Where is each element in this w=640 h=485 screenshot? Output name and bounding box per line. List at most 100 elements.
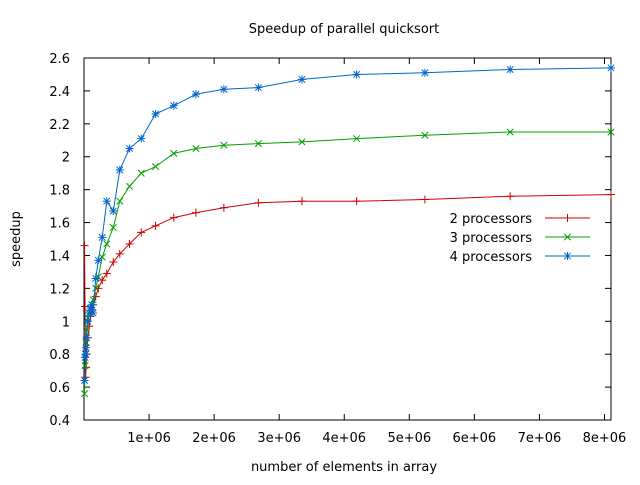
data-point-stroke <box>82 350 90 358</box>
data-point-stroke <box>84 317 92 325</box>
data-point <box>81 350 90 359</box>
data-point <box>506 65 515 74</box>
data-point-stroke <box>421 69 429 77</box>
x-axis-ticks: 1e+06 2e+06 3e+06 4e+06 5e+06 6e+06 7e+06 8e+06 <box>127 58 626 446</box>
plot-area-frame <box>83 57 612 421</box>
y-tick-label: 1 <box>62 315 70 330</box>
data-point <box>116 197 124 205</box>
x-tick-label: 3e+06 <box>257 431 301 446</box>
data-point <box>98 233 107 242</box>
x-tick-label: 5e+06 <box>387 431 431 446</box>
data-point <box>109 223 117 232</box>
data-point-stroke <box>192 90 200 98</box>
data-point <box>137 228 146 237</box>
data-point-stroke <box>353 70 361 79</box>
data-point <box>82 343 91 352</box>
data-point <box>352 70 361 79</box>
data-point <box>298 138 306 146</box>
data-point-stroke <box>506 65 514 74</box>
data-point <box>254 83 263 92</box>
data-point <box>125 239 134 248</box>
data-point-stroke <box>506 128 514 136</box>
data-point-stroke <box>103 197 111 205</box>
data-point <box>220 141 228 149</box>
data-point <box>607 63 615 72</box>
data-point-stroke <box>607 128 615 136</box>
data-point <box>83 317 92 326</box>
data-point-stroke <box>83 325 91 334</box>
data-point <box>506 128 514 136</box>
y-tick-label: 0.8 <box>49 348 70 363</box>
data-point-stroke <box>82 344 90 352</box>
legend-label: 2 processors <box>450 212 533 227</box>
data-point <box>170 149 178 157</box>
data-point <box>94 256 103 265</box>
y-tick-label: 1.8 <box>49 184 70 199</box>
data-point <box>607 190 615 199</box>
data-point <box>92 284 100 292</box>
data-point <box>125 144 134 153</box>
data-point <box>192 144 200 153</box>
data-point-stroke <box>109 207 117 215</box>
data-point-stroke <box>353 135 361 143</box>
data-point-stroke <box>80 376 89 385</box>
data-point <box>151 221 160 230</box>
data-point <box>254 140 262 148</box>
x-tick-label: 7e+06 <box>518 431 562 446</box>
x-tick-label: 1e+06 <box>127 431 171 446</box>
data-point <box>352 197 361 206</box>
data-point <box>115 165 124 174</box>
x-axis-label: number of elements in array <box>251 460 437 475</box>
data-point-stroke <box>92 284 100 292</box>
x-tick-label: 2e+06 <box>192 431 236 446</box>
data-point <box>607 128 615 136</box>
data-point <box>219 85 228 94</box>
data-point-stroke <box>298 138 306 146</box>
data-point-stroke <box>116 197 124 205</box>
data-point <box>353 135 361 143</box>
data-point <box>103 240 111 248</box>
data-point <box>89 309 98 318</box>
series-layer <box>80 63 615 398</box>
x-tick-label: 6e+06 <box>453 431 497 446</box>
legend-label: 3 processors <box>450 231 533 246</box>
data-point-stroke <box>170 102 178 110</box>
data-point <box>91 274 100 283</box>
y-tick-label: 2 <box>62 151 70 166</box>
data-point-stroke <box>125 182 134 190</box>
data-point <box>563 252 572 260</box>
data-point <box>102 269 111 278</box>
data-point-stroke <box>254 84 262 92</box>
data-point <box>506 192 515 201</box>
data-point-stroke <box>98 233 106 241</box>
data-point <box>297 197 306 206</box>
data-point-stroke <box>125 144 134 153</box>
y-tick-label: 1.6 <box>49 217 70 232</box>
legend-item: 2 processors <box>450 212 590 227</box>
data-point <box>219 203 228 212</box>
y-tick-label: 2.4 <box>49 85 70 100</box>
data-point-stroke <box>170 149 178 157</box>
data-point <box>125 182 134 190</box>
data-point <box>80 376 89 385</box>
data-point-stroke <box>80 390 89 398</box>
data-point-stroke <box>137 135 145 143</box>
y-tick-label: 1.2 <box>49 282 70 297</box>
data-point-stroke <box>254 140 262 148</box>
data-point <box>563 233 572 241</box>
data-point-stroke <box>88 301 96 309</box>
legend-label: 4 processors <box>450 250 533 265</box>
data-point <box>102 197 111 206</box>
data-point-stroke <box>607 64 615 72</box>
chart-title: Speedup of parallel quicksort <box>249 22 439 37</box>
series-line <box>84 67 612 381</box>
data-point <box>109 258 118 267</box>
data-point <box>87 300 96 309</box>
data-point-stroke <box>94 256 102 264</box>
data-point-stroke <box>220 85 228 93</box>
data-point <box>191 208 200 217</box>
data-point-stroke <box>563 233 572 241</box>
data-point <box>137 169 145 177</box>
data-point-stroke <box>152 110 160 118</box>
